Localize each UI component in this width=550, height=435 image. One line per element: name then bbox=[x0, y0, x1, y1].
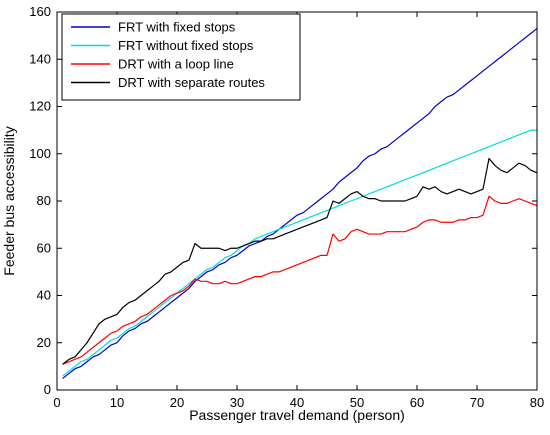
y-tick-label: 0 bbox=[44, 382, 51, 397]
legend-label-2: FRT without fixed stops bbox=[118, 38, 254, 53]
plot-area bbox=[62, 27, 538, 379]
legend-label-4: DRT with separate routes bbox=[118, 75, 265, 90]
series-line-4 bbox=[62, 157, 538, 365]
y-tick-label: 60 bbox=[37, 240, 51, 255]
x-tick-label: 70 bbox=[470, 395, 484, 410]
x-tick-label: 80 bbox=[530, 395, 544, 410]
series-line-2 bbox=[62, 129, 538, 377]
legend-box bbox=[61, 13, 301, 101]
series-line-1 bbox=[62, 27, 538, 379]
x-tick-label: 0 bbox=[53, 395, 60, 410]
axes: 0 10 20 30 40 50 60 70 80 0 20 40 60 80 100 120 140 160 bbox=[29, 4, 544, 410]
x-tick-label: 60 bbox=[410, 395, 424, 410]
x-tick-label: 40 bbox=[290, 395, 304, 410]
y-tick-label: 100 bbox=[29, 146, 51, 161]
y-tick-label: 80 bbox=[37, 193, 51, 208]
y-tick-label: 40 bbox=[37, 288, 51, 303]
series-line-3 bbox=[62, 195, 538, 365]
y-axis-label: Feeder bus accessibility bbox=[1, 126, 17, 275]
x-axis-label: Passenger travel demand (person) bbox=[189, 407, 405, 423]
x-tick-label: 10 bbox=[110, 395, 124, 410]
y-tick-label: 140 bbox=[29, 51, 51, 66]
x-tick-label: 50 bbox=[350, 395, 364, 410]
legend-label-1: FRT with fixed stops bbox=[118, 20, 236, 35]
y-tick-label: 160 bbox=[29, 4, 51, 19]
x-tick-label: 20 bbox=[170, 395, 184, 410]
legend: FRT with fixed stops FRT without fixed st… bbox=[61, 13, 301, 101]
y-tick-label: 120 bbox=[29, 99, 51, 114]
legend-label-3: DRT with a loop line bbox=[118, 57, 234, 72]
x-tick-label: 30 bbox=[230, 395, 244, 410]
y-tick-label: 20 bbox=[37, 335, 51, 350]
